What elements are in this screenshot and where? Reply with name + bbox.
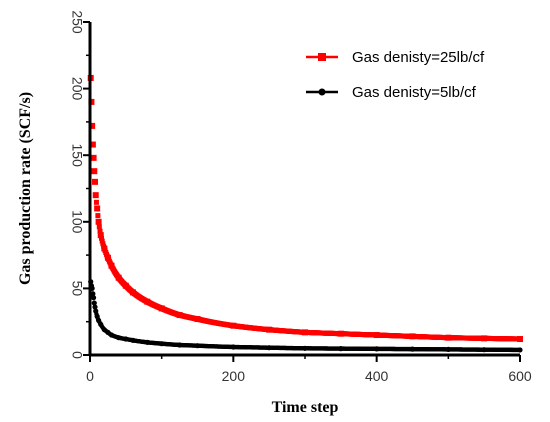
- data-point: [266, 326, 273, 333]
- x-tick-label: 200: [222, 368, 246, 384]
- data-point: [92, 178, 99, 185]
- legend-marker-circle: [318, 88, 326, 96]
- data-point: [90, 291, 96, 297]
- data-point: [176, 312, 183, 319]
- y-tick-label: 150: [69, 144, 85, 168]
- series-0-marker: [96, 224, 102, 230]
- x-tick-label: 0: [86, 368, 94, 384]
- data-point: [122, 282, 129, 289]
- data-point: [374, 346, 380, 352]
- data-point: [130, 289, 136, 296]
- data-point: [337, 330, 344, 337]
- y-tick-label: 100: [69, 210, 85, 234]
- data-point: [194, 343, 201, 349]
- series-0-marker: [99, 238, 105, 244]
- data-point: [144, 298, 151, 305]
- data-point: [445, 334, 452, 341]
- y-tick-label: 250: [69, 10, 85, 34]
- data-point: [302, 345, 308, 351]
- y-tick-label: 50: [69, 281, 85, 297]
- data-point: [93, 308, 99, 314]
- legend: Gas denisty=25lb/cf Gas denisty=5lb/cf: [306, 49, 485, 101]
- legend-marker-square: [318, 53, 326, 61]
- series-1: [88, 279, 523, 353]
- data-point: [116, 335, 122, 341]
- x-axis-title: Time step: [272, 399, 339, 416]
- data-point: [115, 274, 122, 281]
- data-point: [97, 232, 104, 239]
- data-point: [159, 341, 165, 347]
- data-point: [517, 347, 523, 353]
- data-point: [91, 300, 97, 306]
- data-point: [123, 336, 129, 342]
- series-0: [87, 74, 523, 343]
- data-point: [481, 347, 487, 353]
- data-point: [266, 345, 272, 351]
- data-point: [94, 313, 100, 319]
- data-point: [98, 321, 104, 327]
- legend-label-1: Gas denisty=5lb/cf: [352, 84, 477, 101]
- data-point: [302, 329, 308, 336]
- series-0-marker: [95, 213, 101, 219]
- data-point: [230, 344, 236, 350]
- data-point: [481, 335, 488, 342]
- data-point: [194, 316, 201, 323]
- series-0-marker: [98, 235, 104, 241]
- data-point: [92, 192, 99, 199]
- data-point: [96, 317, 102, 323]
- data-point: [144, 339, 150, 345]
- data-point: [130, 337, 136, 343]
- legend-label-0: Gas denisty=25lb/cf: [352, 49, 485, 66]
- data-point: [158, 305, 165, 312]
- series-layer: [87, 74, 523, 353]
- data-point: [90, 154, 97, 161]
- data-point: [445, 346, 451, 353]
- data-point: [94, 205, 101, 212]
- data-point: [89, 122, 96, 129]
- data-point: [338, 346, 344, 352]
- data-point: [108, 262, 115, 269]
- series-0-marker: [97, 228, 103, 234]
- data-point: [92, 304, 98, 310]
- data-point: [176, 342, 183, 348]
- data-point: [89, 141, 96, 148]
- data-point: [409, 333, 416, 340]
- x-tick-label: 600: [508, 368, 532, 384]
- data-point: [90, 295, 97, 301]
- data-point: [101, 327, 107, 333]
- data-point: [104, 254, 111, 261]
- ticks-layer: 0 50 100 150 200 250 0 200 400 600: [69, 10, 532, 384]
- y-axis-title: Gas production rate (SCF/s): [17, 92, 34, 285]
- y-tick-label: 200: [69, 77, 85, 101]
- data-point: [105, 329, 111, 335]
- data-point: [91, 168, 98, 175]
- data-point: [517, 336, 523, 343]
- data-point: [409, 346, 416, 352]
- data-point: [230, 322, 237, 329]
- data-point: [101, 245, 108, 252]
- x-tick-label: 400: [365, 368, 389, 384]
- data-point: [373, 332, 380, 339]
- series-0-marker: [93, 199, 99, 205]
- y-tick-label: 0: [69, 351, 85, 359]
- data-point: [108, 332, 115, 338]
- data-point: [95, 218, 102, 225]
